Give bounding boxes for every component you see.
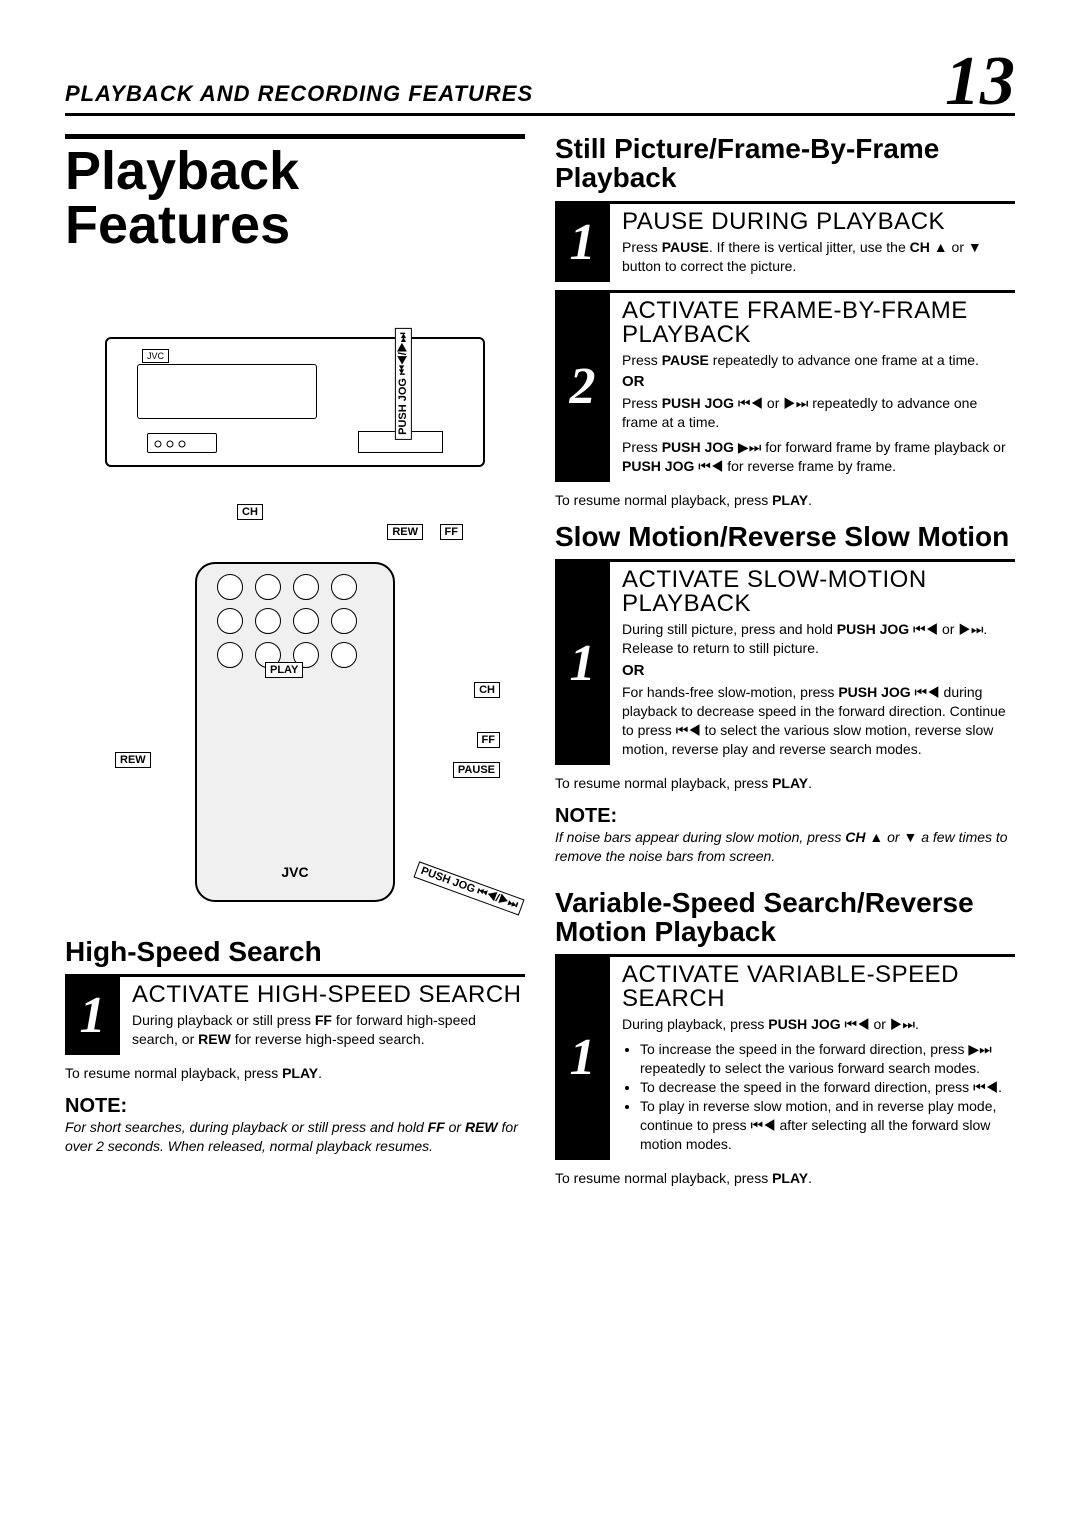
left-column: Playback Features JVC PUSH JOG ⏮◀/▶⏭ CH … — [65, 134, 525, 1200]
slow-heading: Slow Motion/Reverse Slow Motion — [555, 522, 1015, 551]
remote-illustration: JVC PLAY CH FF REW PAUSE PUSH JOG ⏮◀/▶⏭ — [65, 552, 525, 912]
step-number: 1 — [65, 977, 120, 1055]
step-number: 1 — [555, 204, 610, 282]
step-title: ACTIVATE SLOW-MOTION PLAYBACK — [622, 568, 1015, 616]
step-text: During still picture, press and hold PUS… — [622, 620, 1015, 658]
step-text: During playback, press PUSH JOG ⏮◀ or ▶⏭… — [622, 1015, 1015, 1034]
step-title: PAUSE DURING PLAYBACK — [622, 210, 1015, 234]
note-text: For short searches, during playback or s… — [65, 1118, 525, 1156]
remote-btn-6 — [293, 574, 319, 600]
remote-keypad — [217, 574, 361, 668]
remote-btn — [331, 608, 357, 634]
high-speed-heading: High-Speed Search — [65, 937, 525, 966]
step-text: Press PAUSE repeatedly to advance one fr… — [622, 351, 1015, 370]
vcr-cassette-slot — [137, 364, 317, 419]
vcr-callout-ff: FF — [440, 524, 463, 540]
step-text: Press PUSH JOG ▶⏭ for forward frame by f… — [622, 438, 1015, 476]
step-text: During playback or still press FF for fo… — [132, 1011, 525, 1049]
resume-text: To resume normal playback, press PLAY. — [555, 1170, 1015, 1186]
remote-btn — [217, 642, 243, 668]
step-block-hs-1: 1 ACTIVATE HIGH-SPEED SEARCH During play… — [65, 974, 525, 1055]
remote-btn — [331, 574, 357, 600]
resume-text: To resume normal playback, press PLAY. — [555, 775, 1015, 791]
remote-btn-8 — [255, 608, 281, 634]
or-label: OR — [622, 662, 1015, 679]
step-text: For hands-free slow-motion, press PUSH J… — [622, 683, 1015, 759]
step-block-slow-1: 1 ACTIVATE SLOW-MOTION PLAYBACK During s… — [555, 559, 1015, 764]
remote-callout-pushjog: PUSH JOG ⏮◀/▶⏭ — [413, 861, 524, 915]
step-title: ACTIVATE VARIABLE-SPEED SEARCH — [622, 963, 1015, 1011]
remote-callout-ch: CH — [474, 682, 500, 698]
main-title: Playback Features — [65, 134, 525, 252]
bullet-item: To decrease the speed in the forward dir… — [640, 1078, 1015, 1097]
step-number: 1 — [555, 562, 610, 764]
step-text: Press PAUSE. If there is vertical jitter… — [622, 238, 1015, 276]
remote-btn-9 — [293, 608, 319, 634]
step-number: 2 — [555, 293, 610, 482]
remote-btn — [331, 642, 357, 668]
step-number: 1 — [555, 957, 610, 1159]
step-block-still-2: 2 ACTIVATE FRAME-BY-FRAME PLAYBACK Press… — [555, 290, 1015, 482]
page-header: PLAYBACK AND RECORDING FEATURES 13 — [65, 50, 1015, 116]
bullet-item: To increase the speed in the forward dir… — [640, 1040, 1015, 1078]
remote-btn-5 — [255, 574, 281, 600]
vcr-illustration: JVC PUSH JOG ⏮◀/▶⏭ CH REW FF — [65, 272, 525, 532]
remote-callout-rew: REW — [115, 752, 151, 768]
variable-heading: Variable-Speed Search/Reverse Motion Pla… — [555, 888, 1015, 947]
vcr-callout-rew: REW — [387, 524, 423, 540]
remote-callout-pause: PAUSE — [453, 762, 500, 778]
note-text: If noise bars appear during slow motion,… — [555, 828, 1015, 866]
remote-callout-ff: FF — [477, 732, 500, 748]
right-column: Still Picture/Frame-By-Frame Playback 1 … — [555, 134, 1015, 1200]
resume-text: To resume normal playback, press PLAY. — [65, 1065, 525, 1081]
step-text: Press PUSH JOG ⏮◀ or ▶⏭ repeatedly to ad… — [622, 394, 1015, 432]
section-title: PLAYBACK AND RECORDING FEATURES — [65, 81, 533, 113]
still-heading: Still Picture/Frame-By-Frame Playback — [555, 134, 1015, 193]
note-heading: NOTE: — [65, 1095, 525, 1118]
step-block-var-1: 1 ACTIVATE VARIABLE-SPEED SEARCH During … — [555, 954, 1015, 1159]
remote-btn-4 — [217, 574, 243, 600]
remote-btn-7 — [217, 608, 243, 634]
vcr-brand-logo: JVC — [142, 349, 169, 363]
vcr-control-panel — [147, 433, 217, 453]
vcr-callout-ch: CH — [237, 504, 263, 520]
step-title: ACTIVATE HIGH-SPEED SEARCH — [132, 983, 525, 1007]
bullet-item: To play in reverse slow motion, and in r… — [640, 1097, 1015, 1154]
step-block-still-1: 1 PAUSE DURING PLAYBACK Press PAUSE. If … — [555, 201, 1015, 282]
remote-callout-play: PLAY — [265, 662, 303, 678]
step-title: ACTIVATE FRAME-BY-FRAME PLAYBACK — [622, 299, 1015, 347]
vcr-callout-pushjog: PUSH JOG ⏮◀/▶⏭ — [395, 328, 412, 440]
remote-brand-logo: JVC — [281, 864, 308, 880]
or-label: OR — [622, 373, 1015, 390]
resume-text: To resume normal playback, press PLAY. — [555, 492, 1015, 508]
note-heading: NOTE: — [555, 805, 1015, 828]
page-number: 13 — [945, 50, 1015, 113]
